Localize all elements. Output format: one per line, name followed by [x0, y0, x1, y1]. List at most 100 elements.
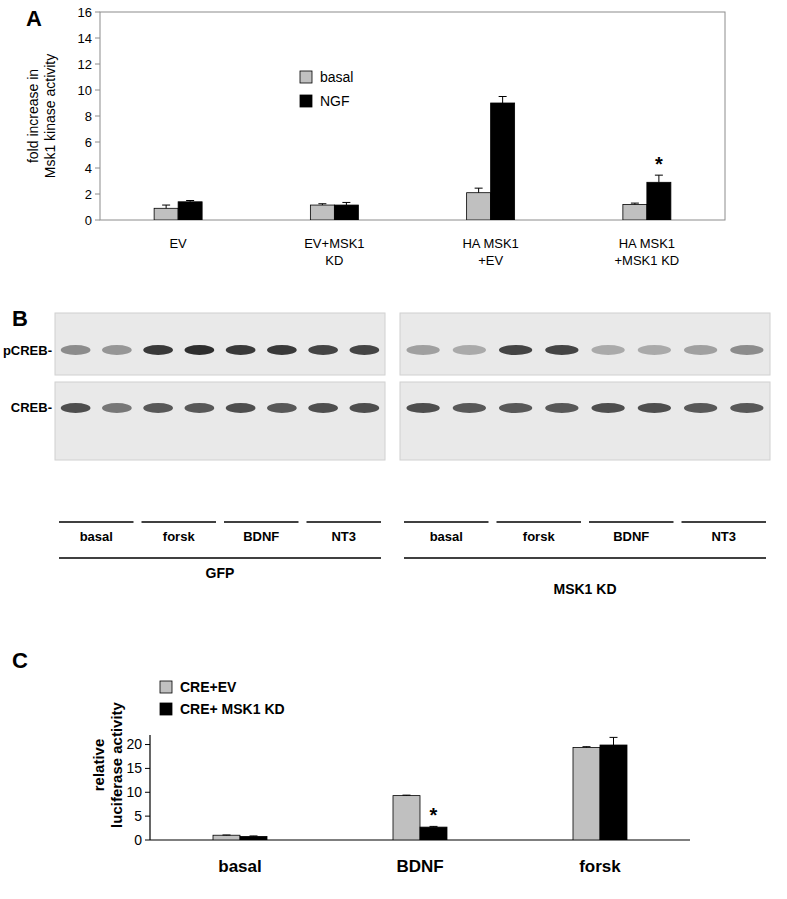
- group-label: MSK1 KD: [553, 581, 616, 597]
- bar: [310, 205, 334, 220]
- band: [499, 345, 532, 355]
- band: [102, 345, 132, 355]
- condition-bracket: [59, 521, 134, 523]
- panel-letter: C: [12, 648, 28, 673]
- band: [308, 403, 338, 413]
- bar: [600, 745, 627, 840]
- text-line: MSK1 KD: [553, 581, 616, 597]
- bar: [213, 835, 240, 840]
- bar: [491, 103, 515, 220]
- text-line: *: [430, 804, 438, 826]
- category-label: HA MSK1+MSK1 KD: [615, 236, 680, 268]
- error-bar: [186, 201, 194, 202]
- error-cap: [631, 203, 639, 204]
- tick-label: 12: [78, 57, 92, 72]
- tick-label: 0: [85, 213, 92, 228]
- text-line: BDNF: [243, 529, 279, 544]
- error-bar: [250, 835, 258, 836]
- text-line: 14: [78, 31, 92, 46]
- text-line: 2: [85, 187, 92, 202]
- bar: [393, 796, 420, 840]
- condition-label: forsk: [523, 529, 556, 544]
- legend-swatch: [160, 681, 172, 693]
- text-line: 10: [78, 83, 92, 98]
- text-line: Msk1 kinase activity: [42, 54, 58, 178]
- tick-mark: [95, 116, 100, 117]
- tick-label: 10: [78, 83, 92, 98]
- error-bar: [631, 203, 639, 204]
- error-cap: [342, 202, 350, 203]
- band: [267, 403, 297, 413]
- legend-swatch: [300, 95, 312, 107]
- text-line: +EV: [478, 253, 503, 268]
- legend-label: NGF: [320, 93, 350, 109]
- figure: A0246810121416fold increase inMsk1 kinas…: [0, 0, 787, 899]
- tick-mark: [145, 744, 150, 745]
- group-bracket: [404, 557, 766, 559]
- condition-label: forsk: [163, 529, 196, 544]
- legend-swatch: [160, 703, 172, 715]
- text-line: HA MSK1: [462, 236, 518, 251]
- tick-label: 15: [126, 760, 142, 776]
- y-axis: [149, 735, 150, 840]
- text-line: GFP: [206, 565, 235, 581]
- row-label: pCREB-: [3, 343, 52, 358]
- text-line: BDNF: [396, 857, 443, 876]
- band: [591, 403, 624, 413]
- text-line: basal: [80, 529, 113, 544]
- error-bar: [318, 204, 326, 205]
- tick-label: 5: [134, 808, 142, 824]
- condition-bracket: [682, 521, 767, 523]
- chart-panel: A0246810121416fold increase inMsk1 kinas…: [25, 5, 725, 268]
- condition-bracket: [142, 521, 217, 523]
- tick-label: 10: [126, 784, 142, 800]
- tick-mark: [95, 220, 100, 221]
- text-line: EV+MSK1: [304, 236, 364, 251]
- tick-mark: [145, 792, 150, 793]
- condition-label: BDNF: [243, 529, 279, 544]
- chart-panel: C05101520relativeluciferase activitybasa…: [12, 648, 690, 876]
- band: [185, 345, 215, 355]
- error-cap: [475, 188, 483, 189]
- text-line: basal: [320, 69, 353, 85]
- band: [185, 403, 215, 413]
- category-label: HA MSK1 +EV: [462, 236, 518, 268]
- band: [61, 345, 91, 355]
- tick-label: 2: [85, 187, 92, 202]
- bar: [240, 836, 267, 840]
- text-line: C: [12, 648, 28, 673]
- text-line: CRE+ MSK1 KD: [180, 701, 285, 717]
- band: [730, 345, 763, 355]
- tick-mark: [145, 840, 150, 841]
- text-line: pCREB-: [3, 343, 52, 358]
- bar: [420, 827, 447, 840]
- text-line: 12: [78, 57, 92, 72]
- plot-marks: [154, 97, 671, 221]
- error-stem: [478, 188, 479, 193]
- error-bar: [162, 205, 170, 208]
- condition-bracket: [589, 521, 674, 523]
- error-stem: [658, 175, 659, 182]
- significance-mark: *: [430, 804, 438, 826]
- error-cap: [499, 96, 507, 97]
- tick-label: 8: [85, 109, 92, 124]
- text-line: 16: [78, 5, 92, 20]
- bar: [178, 202, 202, 220]
- band: [226, 345, 256, 355]
- text-line: forsk: [523, 529, 556, 544]
- tick-label: 0: [134, 832, 142, 848]
- band: [143, 403, 173, 413]
- text-line: EV: [169, 236, 187, 251]
- text-line: 8: [85, 109, 92, 124]
- bar: [647, 182, 671, 220]
- text-line: forsk: [163, 529, 196, 544]
- band: [406, 403, 439, 413]
- band: [545, 345, 578, 355]
- text-line: +MSK1 KD: [615, 253, 680, 268]
- legend-label: CRE+ MSK1 KD: [180, 701, 285, 717]
- error-stem: [613, 737, 614, 745]
- blot-membrane: [400, 382, 770, 460]
- tick-label: 6: [85, 135, 92, 150]
- band: [267, 345, 297, 355]
- band: [406, 345, 439, 355]
